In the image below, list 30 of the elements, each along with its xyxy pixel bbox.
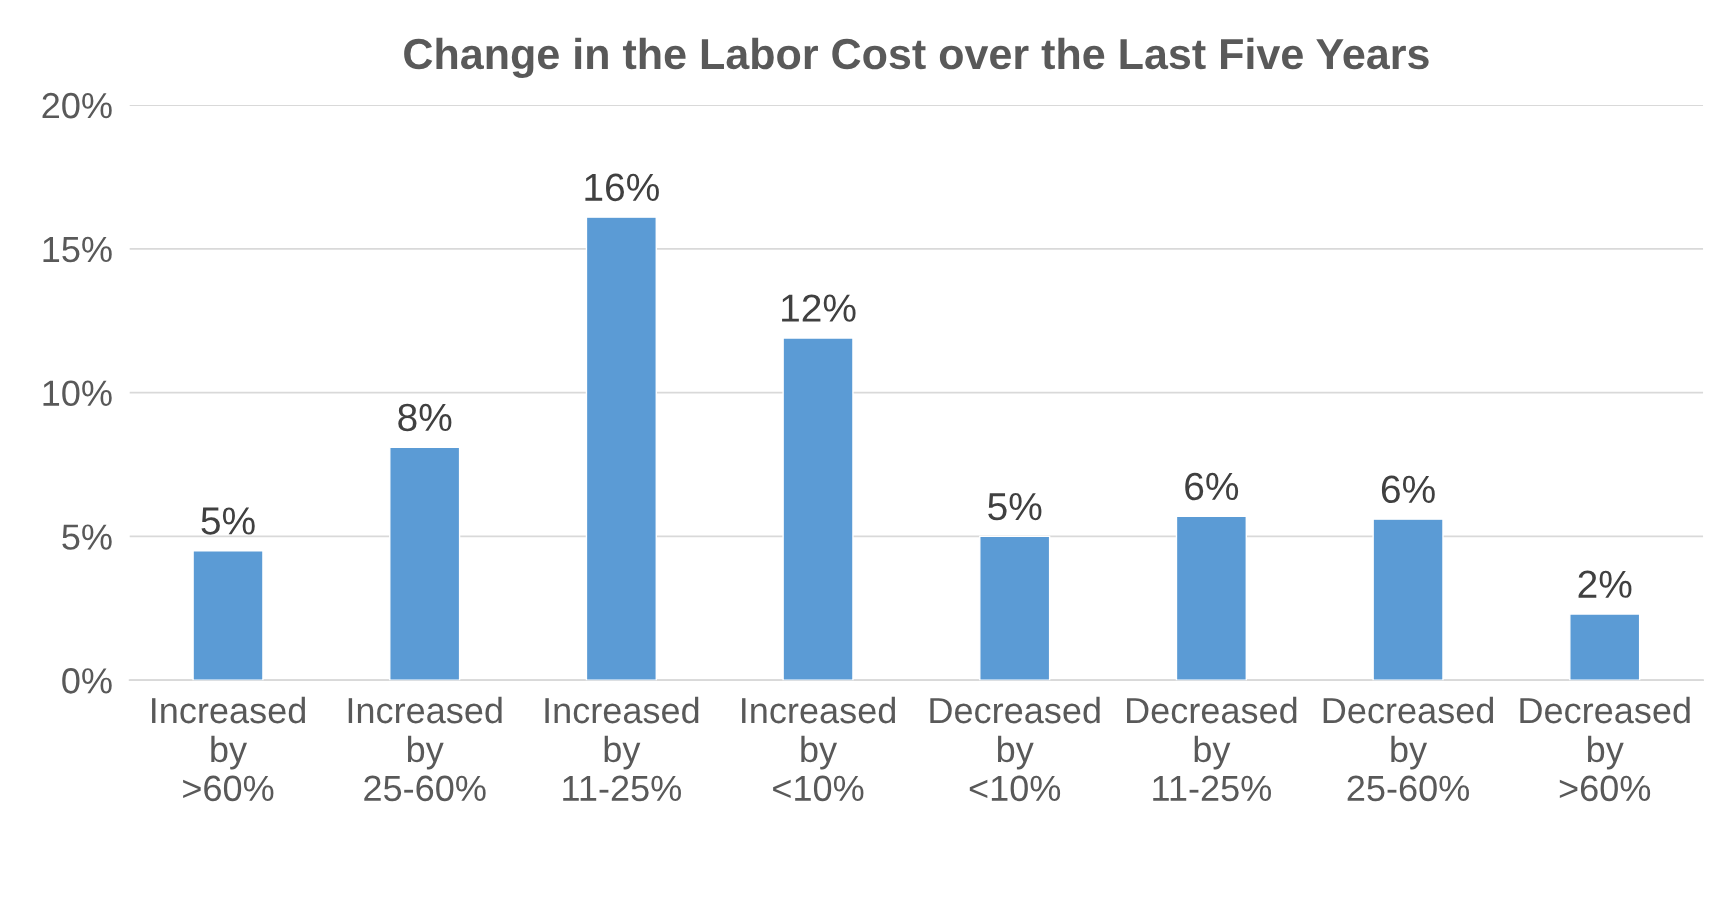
y-tick-label: 10% xyxy=(43,380,112,407)
bar xyxy=(192,550,264,681)
data-label: 6% xyxy=(1185,472,1239,501)
y-tick-label: 15% xyxy=(43,236,112,263)
data-label: 5% xyxy=(201,507,255,535)
y-tick-label: 20% xyxy=(42,92,112,119)
x-tick-label: Decreased by 11-25% xyxy=(1127,696,1297,802)
x-tick-label: Increased by >60% xyxy=(152,696,305,802)
x-tick-label: Decreased by 25-60% xyxy=(1323,696,1494,802)
bar xyxy=(1372,518,1444,681)
x-tick-label: Decreased by <10% xyxy=(930,696,1100,802)
data-label: 6% xyxy=(1381,475,1435,504)
bar xyxy=(585,216,657,681)
y-tick-label: 0% xyxy=(62,668,112,694)
data-label: 5% xyxy=(988,493,1042,521)
bar xyxy=(979,535,1051,681)
data-label: 8% xyxy=(398,403,452,432)
x-tick-label: Increased by <10% xyxy=(742,696,896,802)
bar xyxy=(1175,515,1247,681)
bar xyxy=(389,446,461,681)
data-label: 2% xyxy=(1578,570,1632,598)
bar xyxy=(1569,613,1641,681)
x-tick-label: Increased by 11-25% xyxy=(545,696,699,802)
chart-title: Change in the Labor Cost over the Last Five Years xyxy=(404,37,1429,79)
data-label: 12% xyxy=(782,294,856,322)
x-tick-label: Increased by 25-60% xyxy=(348,696,502,802)
bar xyxy=(782,337,854,681)
x-tick-label: Decreased by >60% xyxy=(1520,696,1690,802)
data-label: 16% xyxy=(585,173,659,202)
y-tick-label: 5% xyxy=(62,524,112,550)
